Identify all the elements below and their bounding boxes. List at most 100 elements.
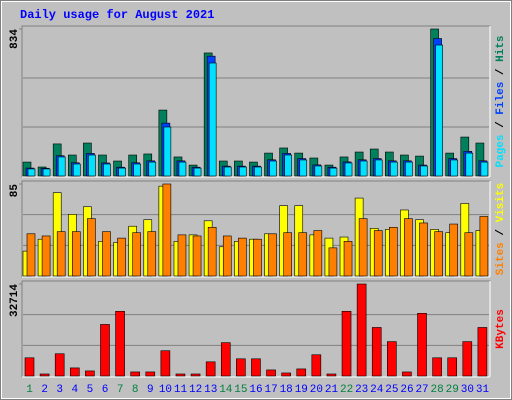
bar — [449, 223, 459, 277]
bar — [27, 168, 36, 177]
bar — [132, 232, 141, 277]
x-tick-label: 20 — [310, 384, 323, 396]
x-tick-label: 12 — [189, 384, 202, 396]
y-tick-label: 85 — [9, 184, 21, 198]
bar — [266, 369, 276, 377]
bar — [223, 166, 232, 177]
bar — [311, 354, 322, 377]
bar — [193, 167, 202, 177]
x-tick-label: 25 — [385, 384, 398, 396]
legend-entry: Files — [495, 82, 507, 115]
bar — [100, 324, 110, 377]
bar — [268, 233, 277, 277]
x-tick-label: 2 — [41, 384, 48, 396]
bar — [69, 367, 80, 377]
bar — [417, 313, 427, 377]
bar — [373, 230, 383, 277]
bar — [420, 165, 428, 177]
bar — [387, 341, 397, 377]
bar — [130, 371, 140, 377]
legend-separator: / — [495, 62, 507, 82]
x-tick-label: 28 — [431, 384, 444, 396]
bar — [88, 154, 96, 177]
bar — [298, 232, 308, 277]
bar — [389, 226, 398, 277]
bar — [238, 237, 247, 277]
bar — [402, 371, 412, 377]
bar — [160, 350, 171, 377]
bar — [145, 371, 156, 377]
bar — [462, 341, 473, 377]
x-tick-label: 29 — [446, 384, 459, 396]
x-tick-label: 14 — [219, 384, 233, 396]
x-tick-label: 31 — [476, 384, 490, 396]
bar — [239, 166, 247, 177]
x-tick-label: 4 — [72, 384, 79, 396]
bar — [175, 373, 186, 377]
bar — [253, 238, 262, 277]
legend-entry: Visits — [495, 183, 507, 223]
x-tick-label: 17 — [264, 384, 277, 396]
bar — [41, 235, 51, 277]
legend: Sites / Visits — [495, 183, 507, 275]
panel — [21, 25, 491, 178]
bar — [178, 161, 187, 177]
x-tick-label: 23 — [355, 384, 368, 396]
x-tick-label: 6 — [102, 384, 109, 396]
x-tick-label: 26 — [400, 384, 413, 396]
bar — [190, 373, 201, 377]
bar — [314, 165, 323, 177]
bar — [313, 230, 323, 277]
bar — [54, 353, 65, 377]
bar — [283, 232, 292, 277]
bar — [207, 226, 217, 277]
bar — [390, 161, 398, 177]
x-tick-label: 11 — [174, 384, 188, 396]
bar — [344, 162, 353, 177]
chart-title: Daily usage for August 2021 — [20, 8, 214, 22]
bar — [163, 126, 172, 177]
bar — [24, 357, 35, 377]
x-tick-label: 8 — [132, 384, 139, 396]
bar — [118, 167, 126, 177]
x-tick-label: 27 — [415, 384, 428, 396]
bar — [434, 231, 443, 277]
bar — [251, 358, 261, 377]
x-tick-label: 1 — [26, 384, 33, 396]
bar — [329, 167, 338, 177]
bar — [405, 161, 413, 177]
bar — [432, 357, 442, 377]
bar — [450, 159, 459, 177]
x-tick-label: 9 — [147, 384, 154, 396]
bar — [359, 160, 368, 177]
bar — [85, 370, 95, 377]
bar — [42, 168, 51, 177]
y-tick-label: 834 — [9, 29, 21, 49]
bar — [133, 163, 141, 177]
x-tick-label: 13 — [204, 384, 217, 396]
legend-entry: KBytes — [495, 309, 507, 349]
bar — [117, 237, 126, 277]
legend-separator: / — [495, 222, 507, 242]
bar — [71, 231, 81, 277]
x-tick-label: 10 — [159, 384, 172, 396]
bar — [177, 234, 187, 277]
bar — [39, 373, 50, 377]
bar — [343, 241, 353, 277]
bar — [284, 154, 292, 177]
x-tick-label: 3 — [56, 384, 63, 396]
legend-separator: / — [495, 115, 507, 135]
bar — [220, 342, 231, 377]
bar — [208, 62, 217, 177]
bar — [299, 159, 308, 177]
bar — [404, 218, 413, 277]
legend-entry: Hits — [495, 35, 507, 61]
bar — [56, 231, 66, 277]
bar — [72, 163, 81, 177]
x-tick-label: 22 — [340, 384, 353, 396]
x-tick-label: 16 — [249, 384, 262, 396]
bar — [148, 161, 157, 177]
